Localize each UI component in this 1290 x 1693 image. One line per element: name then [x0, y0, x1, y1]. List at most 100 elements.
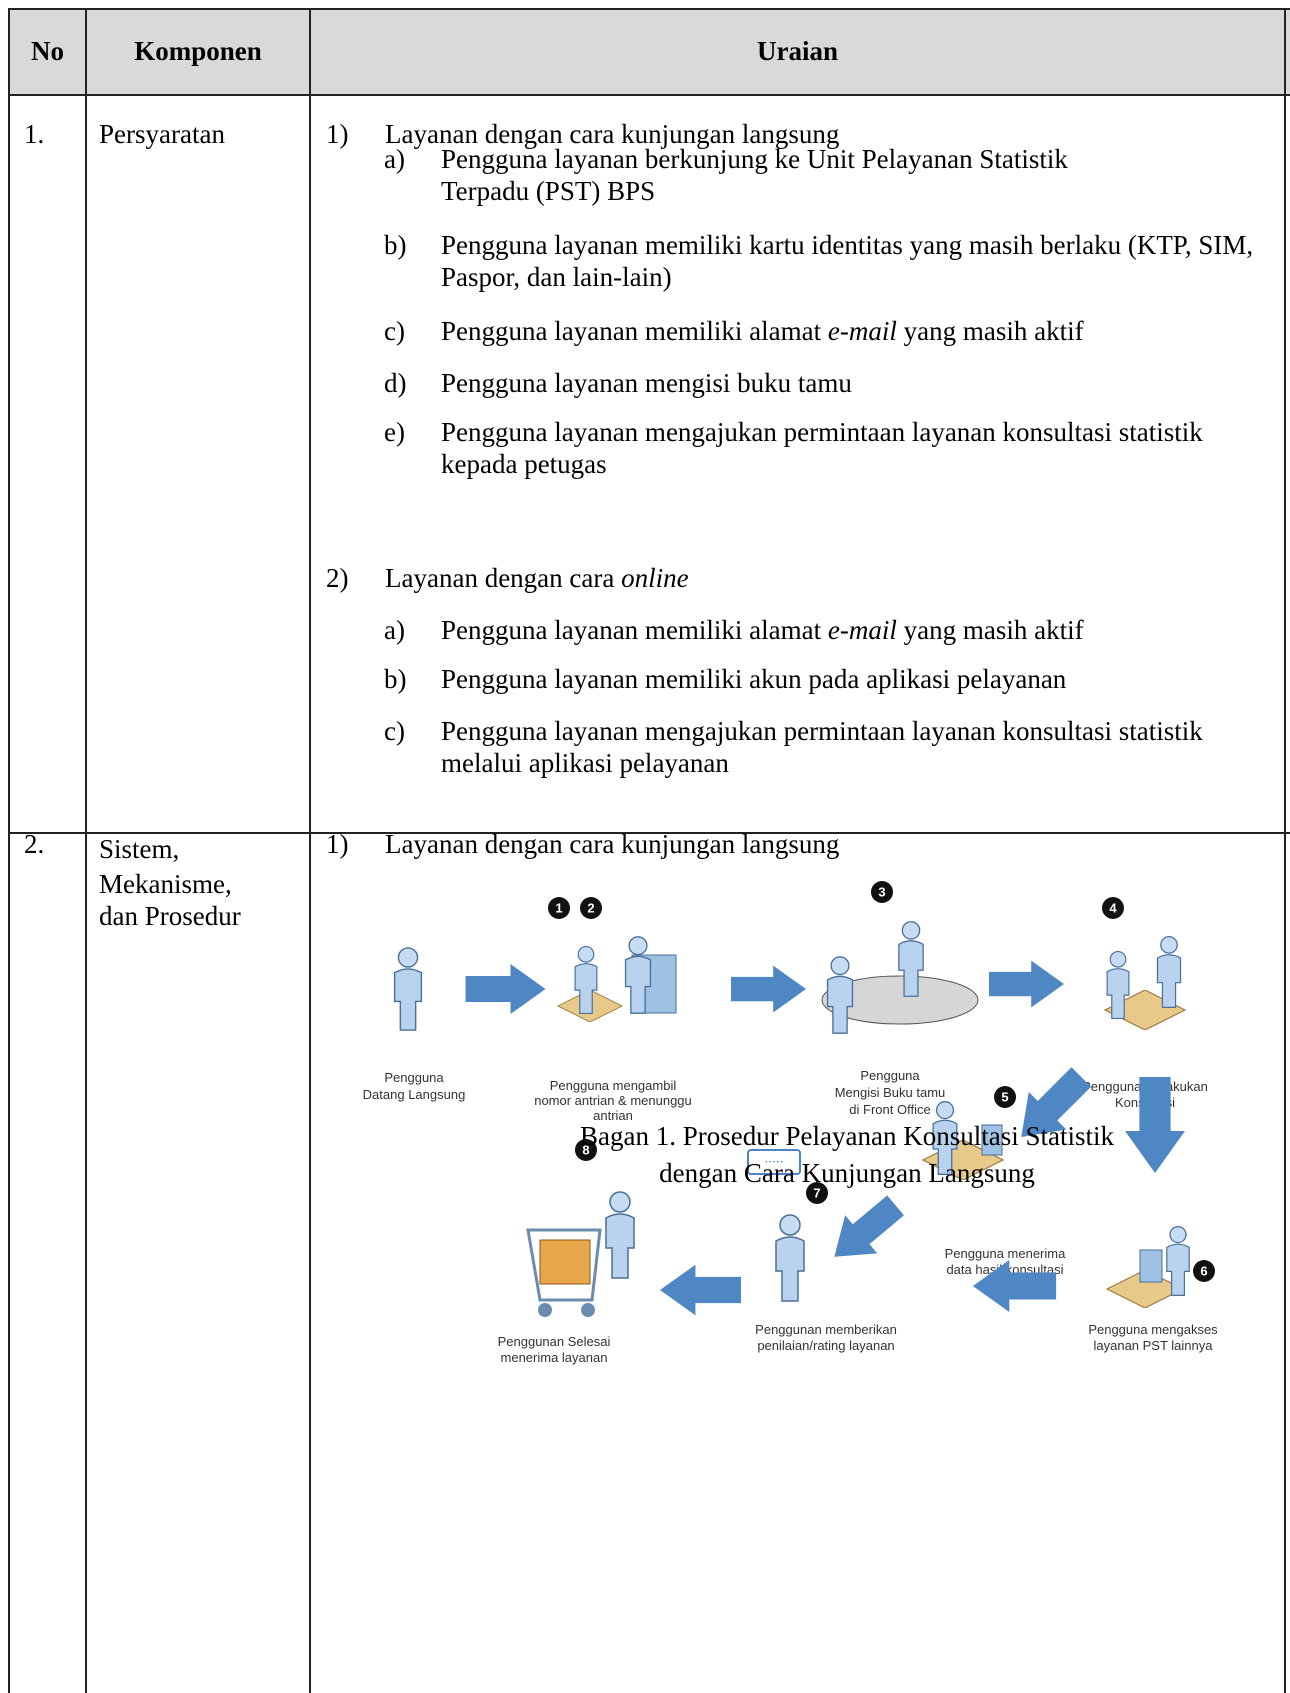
- component: Mekanisme,: [99, 869, 232, 899]
- border: [309, 8, 311, 1693]
- cart: [526, 1228, 602, 1302]
- border: [9, 832, 1290, 834]
- person: [393, 947, 423, 1031]
- border: [1284, 8, 1286, 1693]
- section-marker: 1): [326, 119, 349, 149]
- badge-number: 6: [1200, 1264, 1207, 1279]
- row-no: 2.: [24, 829, 45, 859]
- text-run: yang masih aktif: [896, 316, 1084, 346]
- text-run: Pengguna layanan mengajukan permintaan l…: [441, 716, 1203, 778]
- step-label: nomor antrian & menunggu: [534, 1093, 692, 1108]
- item-text: Pengguna layanan memiliki akun pada apli…: [441, 663, 1261, 695]
- text-run: Layanan dengan cara kunjungan langsung: [385, 829, 840, 859]
- step-label: Pengguna menerima: [945, 1246, 1066, 1261]
- border: [8, 8, 10, 1693]
- item-text: Pengguna layanan mengajukan permintaan l…: [441, 416, 1261, 480]
- item-marker: b): [384, 230, 407, 260]
- step-label: menerima layanan: [501, 1350, 608, 1365]
- border: [9, 8, 1290, 10]
- badge-number: 5: [1001, 1090, 1008, 1105]
- item-text: Pengguna layanan memiliki alamat e-mail …: [441, 315, 1261, 347]
- text-run: e-mail: [827, 316, 897, 346]
- badge-number: 7: [813, 1186, 820, 1201]
- component: Persyaratan: [99, 119, 225, 149]
- badge: [994, 1086, 1016, 1108]
- text-run: Layanan dengan cara kunjungan langsung: [385, 119, 840, 149]
- text-run: yang masih aktif: [896, 615, 1084, 645]
- badge-number: 3: [878, 885, 885, 900]
- header-cell: No: [31, 36, 64, 66]
- item-text: Pengguna layanan mengajukan permintaan l…: [441, 715, 1261, 779]
- person: [1156, 935, 1182, 1009]
- badge: [575, 1139, 597, 1161]
- speech-dots: ·····: [764, 1155, 783, 1169]
- badge: [1193, 1260, 1215, 1282]
- step-label: Penggunan memberikan: [755, 1322, 897, 1337]
- step-label: Pengguna: [384, 1070, 444, 1085]
- item-text: Pengguna layanan memiliki alamat e-mail …: [441, 614, 1261, 646]
- item-marker: d): [384, 368, 407, 398]
- step-label: antrian: [593, 1108, 633, 1123]
- arrow: [989, 960, 1064, 1008]
- header-cell: Komponen: [134, 36, 262, 66]
- step-label: penilaian/rating layanan: [757, 1338, 894, 1353]
- section-title: Layanan dengan cara online: [385, 562, 689, 594]
- person: [605, 1191, 635, 1279]
- section-marker: 2): [326, 563, 349, 593]
- text-run: online: [621, 563, 689, 593]
- item-marker: a): [384, 615, 405, 645]
- person: [775, 1214, 805, 1302]
- step-label: Pengguna mengambil: [550, 1078, 677, 1093]
- front-desk: [821, 975, 979, 1025]
- item-text: Pengguna layanan mengisi buku tamu: [441, 367, 1261, 399]
- cart-wheel: [581, 1303, 595, 1317]
- section-title: Layanan dengan cara kunjungan langsung: [385, 118, 839, 150]
- badge: [580, 897, 602, 919]
- badge: [548, 897, 570, 919]
- item-marker: b): [384, 664, 407, 694]
- text-run: Pengguna layanan memiliki alamat: [441, 615, 828, 645]
- text-run: Pengguna layanan mengajukan permintaan l…: [441, 417, 1203, 479]
- item-marker: a): [384, 144, 405, 174]
- header-bg: [9, 9, 1290, 95]
- cart-wheel: [538, 1303, 552, 1317]
- header-cell: Uraian: [757, 36, 838, 66]
- badge: [871, 881, 893, 903]
- item-marker: c): [384, 316, 405, 346]
- badge: [806, 1182, 828, 1204]
- caption: Bagan 1. Prosedur Pelayanan Konsultasi S…: [580, 1121, 1114, 1151]
- text-run: Pengguna layanan memiliki alamat: [441, 316, 828, 346]
- text-run: e-mail: [827, 615, 897, 645]
- row-no: 1.: [24, 119, 45, 149]
- text-run: Pengguna layanan memiliki kartu identita…: [441, 230, 1254, 292]
- badge-number: 1: [555, 901, 562, 916]
- arrow: [465, 964, 546, 1014]
- text-run: Layanan dengan cara: [385, 563, 622, 593]
- step-label: Pengguna mengakses: [1088, 1322, 1218, 1337]
- badge-number: 2: [587, 901, 594, 916]
- item-text: Pengguna layanan memiliki kartu identita…: [441, 229, 1261, 293]
- arrow: [660, 1264, 741, 1316]
- text-run: Pengguna layanan berkunjung ke Unit Pela…: [441, 144, 1068, 206]
- item-marker: c): [384, 716, 405, 746]
- person: [826, 956, 854, 1034]
- item-text: Pengguna layanan berkunjung ke Unit Pela…: [441, 143, 1141, 207]
- badge-number: 4: [1109, 901, 1117, 916]
- component: Sistem,: [99, 834, 180, 864]
- border: [85, 8, 87, 1693]
- step-label: di Front Office: [849, 1102, 930, 1117]
- section-title: Layanan dengan cara kunjungan langsung: [385, 828, 839, 860]
- arrow: [731, 965, 806, 1013]
- caption: dengan Cara Kunjungan Langsung: [659, 1158, 1035, 1188]
- badge: [1102, 897, 1124, 919]
- monitor: [1139, 1249, 1163, 1283]
- component: dan Prosedur: [99, 901, 241, 931]
- speech-bubble: [747, 1149, 801, 1175]
- step-label: Mengisi Buku tamu: [835, 1085, 946, 1100]
- text-run: Pengguna layanan memiliki akun pada apli…: [441, 664, 1067, 694]
- step-label: Pengguna: [860, 1068, 920, 1083]
- text-run: Pengguna layanan mengisi buku tamu: [441, 368, 852, 398]
- cart-box: [539, 1239, 591, 1285]
